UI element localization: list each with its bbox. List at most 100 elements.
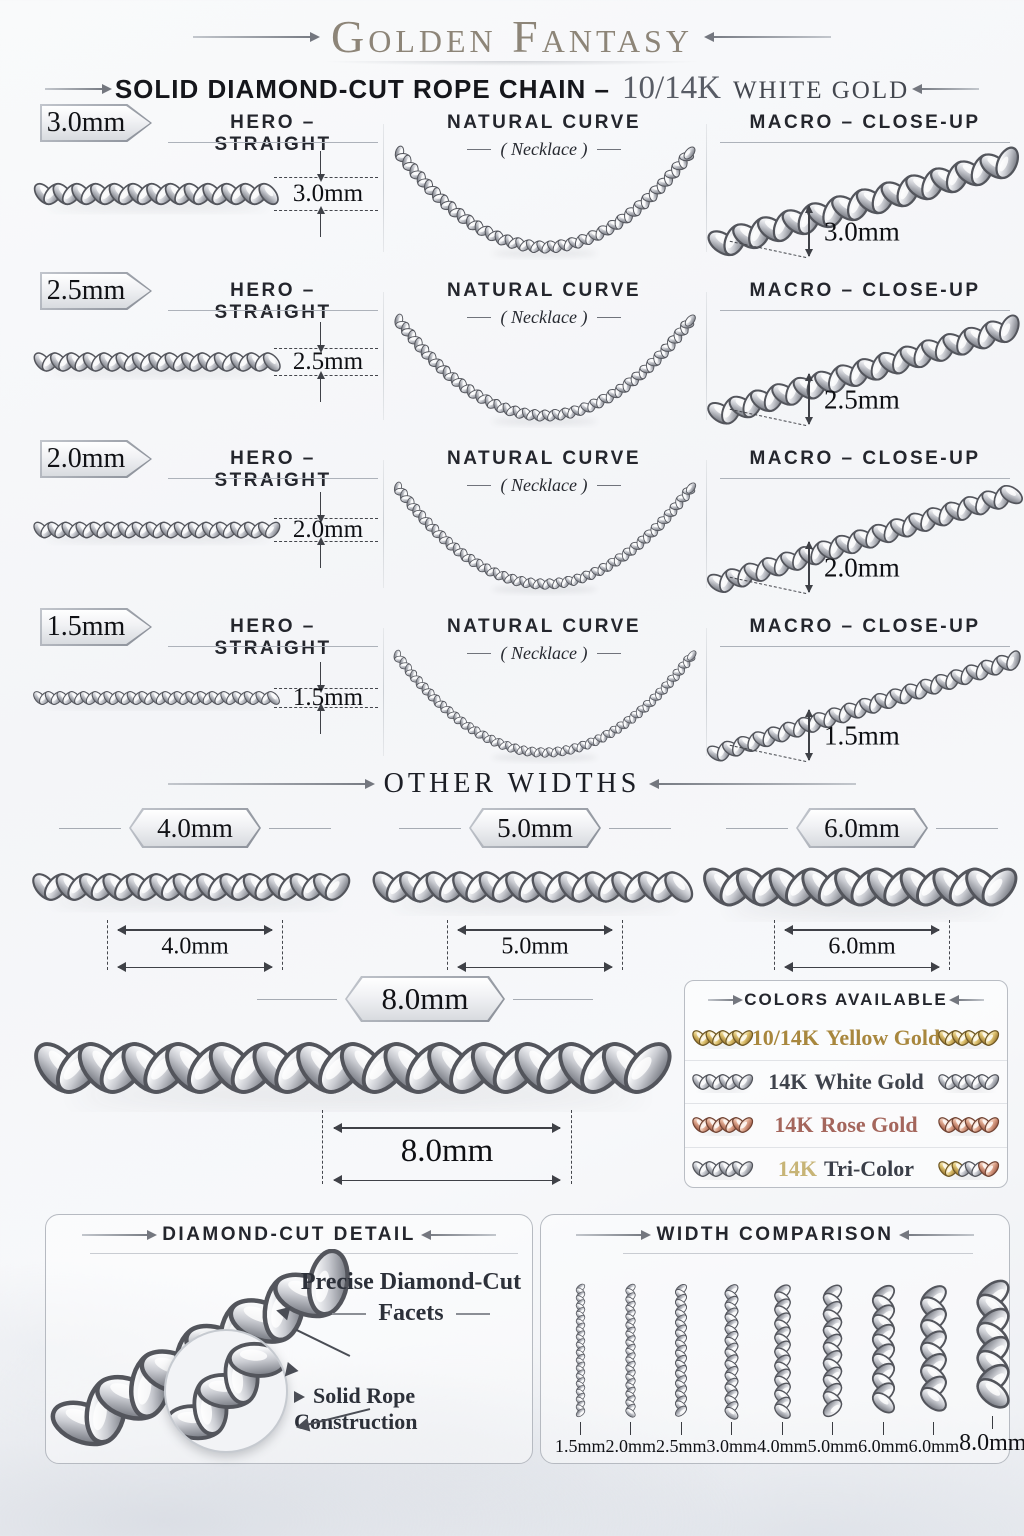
arrow-horizontal-icon — [117, 963, 273, 971]
size-badge-label: 3.0mm — [46, 107, 126, 138]
tick-line — [882, 1422, 884, 1435]
measure-line — [274, 177, 378, 178]
measure-line — [622, 920, 623, 970]
color-option-label: 14K White Gold — [768, 1069, 924, 1095]
badge-face — [42, 442, 150, 476]
chain-straight-image — [32, 873, 351, 907]
arrow-horizontal-icon — [333, 1176, 561, 1184]
width-measurement: 2.0mm — [274, 492, 378, 568]
strand-2.5mm: 2.5mm — [656, 1283, 707, 1457]
arrow-down-icon — [317, 151, 324, 182]
heading-underline — [168, 142, 378, 143]
width-measurement: 2.5mm — [729, 373, 928, 426]
arrow-vertical-icon — [805, 709, 812, 761]
diamond-cut-detail-panel: DIAMOND-CUT DETAIL Precise Diamond-Cut F… — [45, 1214, 533, 1464]
strand-label: 1.5mm — [555, 1436, 606, 1456]
tick-line — [680, 1422, 682, 1435]
size-badge: 3.0mm — [40, 104, 152, 142]
size-badge-label: 8.0mm — [381, 981, 469, 1016]
deco-arrow-right-icon — [703, 32, 831, 42]
other-width-4.0mm: 4.0mm 4.0mm — [30, 806, 360, 971]
measure-line — [949, 920, 950, 970]
color-option-tri-color: 14K Tri-Color — [685, 1146, 1007, 1191]
measure-line — [274, 707, 378, 708]
measure-line — [774, 920, 775, 970]
dash-line — [332, 1313, 367, 1315]
dash-line — [597, 652, 622, 655]
diamond-detail-title: DIAMOND-CUT DETAIL — [162, 1224, 416, 1245]
color-karat: 14K — [774, 1112, 814, 1138]
arrow-horizontal-icon — [457, 963, 613, 971]
deco-arrow-left-icon — [576, 1230, 652, 1240]
other-widths-title: OTHER WIDTHS — [383, 768, 641, 799]
dash-line — [466, 484, 491, 487]
measure-value: 2.5mm — [292, 348, 364, 375]
badge-face — [42, 610, 150, 644]
tick-line — [579, 1422, 581, 1435]
subtitle: SOLID DIAMOND-CUT ROPE CHAIN – 10/14K WH… — [0, 70, 1024, 107]
curve-heading: NATURAL CURVE — [446, 448, 641, 469]
strand-label: 3.0mm — [706, 1436, 758, 1456]
hero-column: 2.5mm HERO – STRAIGHT 2.5mm — [30, 264, 383, 432]
size-rows: 3.0mm HERO – STRAIGHT 3.0mm NATURAL CURV… — [0, 96, 1024, 768]
arrow-vertical-icon — [805, 373, 812, 425]
chain-vertical-image — [823, 1284, 843, 1418]
macro-heading: MACRO – CLOSE-UP — [749, 448, 981, 469]
column-divider — [383, 460, 384, 588]
heading-underline — [168, 646, 378, 647]
callout-facets-line2: Facets — [378, 1300, 444, 1327]
other-width-5.0mm: 5.0mm 5.0mm — [370, 806, 700, 971]
measure-value: 3.0mm — [824, 216, 900, 247]
measure-line — [322, 1110, 323, 1184]
width-comparison-panel: WIDTH COMPARISON 1.5mm 2.0mm 2.5mm — [540, 1214, 1024, 1464]
chain-vertical-image — [675, 1283, 688, 1417]
callout-pointer-icon — [294, 1391, 305, 1403]
size-badge: 4.0mm — [59, 808, 331, 848]
colors-available-heading: COLORS AVAILABLE — [685, 990, 1007, 1010]
measure-value: 4.0mm — [161, 933, 229, 960]
arrow-horizontal-icon — [457, 925, 613, 934]
size-badge: 2.0mm — [40, 440, 152, 478]
size-badge: 5.0mm — [399, 808, 671, 848]
chain-swatch — [692, 1117, 754, 1137]
color-name: Yellow Gold — [825, 1025, 941, 1051]
strand-6.0mm: 6.0mm — [858, 1283, 909, 1457]
hero-column: 3.0mm HERO – STRAIGHT 3.0mm — [30, 96, 383, 264]
heading-underline — [623, 1253, 973, 1254]
heading-underline — [168, 478, 378, 479]
arrow-down-icon — [317, 322, 324, 353]
strand-1.5mm: 1.5mm — [555, 1283, 606, 1457]
chain-magnified-image — [166, 1341, 286, 1441]
strand-5.0mm: 5.0mm — [807, 1283, 859, 1457]
chain-macro-image — [706, 650, 1021, 762]
deco-arrow-right-icon — [649, 779, 857, 789]
macro-heading: MACRO – CLOSE-UP — [749, 280, 981, 301]
colors-available-panel: COLORS AVAILABLE 10/14K Yellow Gold 14K Wh… — [684, 980, 1008, 1188]
color-karat: 10/14K — [751, 1025, 819, 1051]
size-row-3.0mm: 3.0mm HERO – STRAIGHT 3.0mm NATURAL CURV… — [0, 96, 1024, 264]
heading-underline — [720, 310, 1010, 311]
chain-curve-image — [394, 313, 696, 425]
tick-line — [992, 1416, 994, 1429]
tick-line — [781, 1422, 783, 1435]
hero-heading: HERO – STRAIGHT — [214, 448, 332, 491]
chain-curve-image — [393, 649, 697, 761]
hero-column: 1.5mm HERO – STRAIGHT 1.5mm — [30, 600, 383, 768]
bottom-section: DIAMOND-CUT DETAIL Precise Diamond-Cut F… — [0, 1214, 1024, 1466]
arrow-down-icon — [317, 492, 324, 523]
size-row-2.0mm: 2.0mm HERO – STRAIGHT 2.0mm NATURAL CURV… — [0, 432, 1024, 600]
measure-value: 8.0mm — [400, 1133, 494, 1170]
size-badge-label: 4.0mm — [157, 812, 233, 843]
deco-arrow-right-icon — [912, 83, 980, 94]
heading-underline — [90, 1253, 518, 1254]
diamond-detail-heading: DIAMOND-CUT DETAIL — [46, 1224, 532, 1246]
strand-8.0mm: 8.0mm — [959, 1277, 1024, 1457]
curve-heading: NATURAL CURVE — [446, 280, 641, 301]
measure-line — [274, 375, 378, 376]
badge-face — [798, 810, 926, 846]
strand-label: 5.0mm — [807, 1436, 859, 1456]
arrow-horizontal-icon — [117, 925, 273, 934]
chain-vertical-image — [920, 1285, 948, 1412]
size-badge: 8.0mm — [257, 976, 593, 1022]
